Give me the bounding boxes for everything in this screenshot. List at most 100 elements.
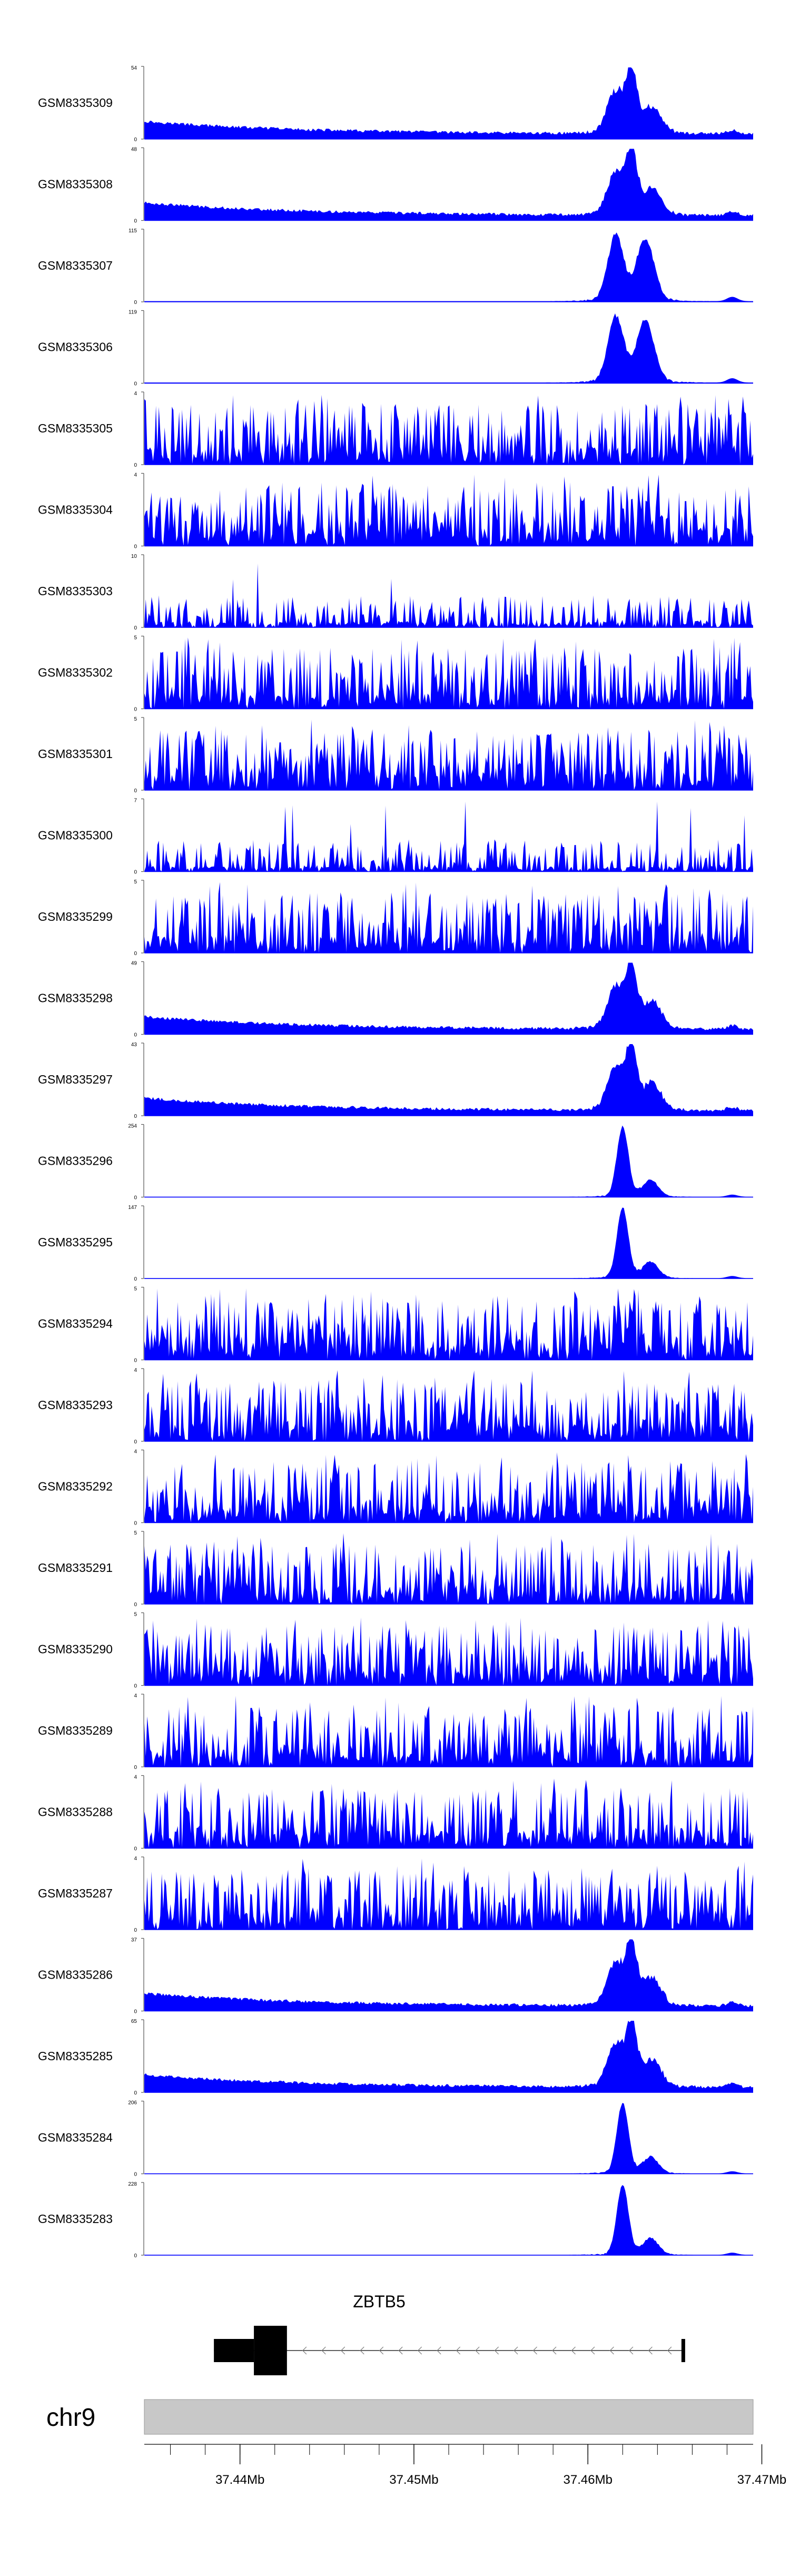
y-tick-label-max: 10 bbox=[131, 554, 137, 559]
y-tick-label-min: 0 bbox=[134, 2172, 137, 2178]
track-label: GSM8335303 bbox=[38, 584, 113, 598]
strand-arrow bbox=[667, 2346, 672, 2355]
track-label: GSM8335285 bbox=[38, 2049, 113, 2063]
track-label: GSM8335300 bbox=[38, 829, 113, 842]
y-tick-label-min: 0 bbox=[134, 2253, 137, 2259]
track-GSM8335292: GSM8335292 4 0 bbox=[38, 1449, 753, 1527]
track-label: GSM8335292 bbox=[38, 1480, 113, 1493]
track-GSM8335298: GSM8335298 49 0 bbox=[38, 961, 753, 1038]
track-GSM8335283: GSM8335283 228 0 bbox=[38, 2181, 753, 2259]
y-tick-label-max: 5 bbox=[134, 635, 137, 641]
y-tick-label-max: 4 bbox=[134, 1449, 137, 1455]
gene-utr-block bbox=[214, 2339, 254, 2362]
track-label: GSM8335284 bbox=[38, 2131, 113, 2145]
y-tick-label-min: 0 bbox=[134, 1765, 137, 1771]
y-tick-label-min: 0 bbox=[134, 870, 137, 876]
track-label: GSM8335298 bbox=[38, 991, 113, 1005]
strand-arrow bbox=[475, 2346, 480, 2355]
y-tick-label-max: 49 bbox=[131, 961, 137, 967]
signal-area bbox=[144, 563, 753, 627]
track-GSM8335297: GSM8335297 43 0 bbox=[38, 1042, 753, 1119]
strand-arrow bbox=[340, 2346, 345, 2355]
y-tick-label-min: 0 bbox=[134, 219, 137, 224]
y-tick-label-max: 7 bbox=[134, 798, 137, 804]
track-label: GSM8335309 bbox=[38, 96, 113, 110]
gene-annotation-track: ZBTB5 bbox=[214, 2292, 685, 2375]
gene-label: ZBTB5 bbox=[353, 2292, 406, 2311]
y-tick-label-max: 254 bbox=[128, 1124, 137, 1129]
y-tick-label-min: 0 bbox=[134, 1684, 137, 1689]
track-GSM8335304: GSM8335304 4 0 bbox=[38, 473, 753, 550]
track-GSM8335305: GSM8335305 4 0 bbox=[38, 391, 753, 468]
y-tick-label-max: 54 bbox=[131, 65, 137, 71]
signal-area bbox=[144, 313, 753, 384]
strand-arrow bbox=[590, 2346, 595, 2355]
y-tick-label-min: 0 bbox=[134, 1358, 137, 1364]
track-label: GSM8335306 bbox=[38, 340, 113, 354]
track-GSM8335303: GSM8335303 10 0 bbox=[38, 554, 753, 631]
y-tick-label-min: 0 bbox=[134, 788, 137, 794]
y-tick-label-max: 5 bbox=[134, 1530, 137, 1536]
signal-area bbox=[144, 1859, 753, 1930]
strand-arrow bbox=[417, 2346, 422, 2355]
chromosome-label: chr9 bbox=[46, 2404, 95, 2432]
y-tick-label-min: 0 bbox=[134, 1439, 137, 1445]
track-label: GSM8335301 bbox=[38, 747, 113, 761]
strand-arrow bbox=[321, 2346, 326, 2355]
signal-area bbox=[144, 882, 753, 953]
y-tick-label-min: 0 bbox=[134, 2009, 137, 2015]
signal-area bbox=[144, 1617, 753, 1686]
strand-arrow bbox=[494, 2346, 499, 2355]
track-GSM8335285: GSM8335285 65 0 bbox=[38, 2019, 753, 2096]
signal-area bbox=[144, 2103, 753, 2174]
chromosome-axis: chr9 37.44Mb 37.45Mb 37.46Mb 37.47Mb bbox=[46, 2399, 786, 2487]
y-tick-label-max: 4 bbox=[134, 391, 137, 397]
track-label: GSM8335291 bbox=[38, 1561, 113, 1575]
tick-label: 37.44Mb bbox=[215, 2473, 264, 2487]
y-tick-label-min: 0 bbox=[134, 951, 137, 957]
track-GSM8335295: GSM8335295 147 0 bbox=[38, 1205, 753, 1282]
strand-arrow bbox=[552, 2346, 557, 2355]
signal-area bbox=[144, 1207, 753, 1279]
y-tick-label-min: 0 bbox=[134, 1033, 137, 1038]
y-tick-label-max: 43 bbox=[131, 1042, 137, 1048]
signal-area bbox=[144, 1125, 753, 1197]
track-label: GSM8335302 bbox=[38, 666, 113, 680]
signal-area bbox=[144, 474, 753, 546]
y-tick-label-min: 0 bbox=[134, 381, 137, 387]
track-GSM8335291: GSM8335291 5 0 bbox=[38, 1530, 753, 1608]
tick-label: 37.47Mb bbox=[737, 2473, 786, 2487]
y-tick-label-max: 119 bbox=[129, 310, 137, 316]
signal-area bbox=[144, 720, 753, 790]
y-tick-label-max: 5 bbox=[134, 1612, 137, 1618]
y-tick-label-min: 0 bbox=[134, 1521, 137, 1527]
track-GSM8335294: GSM8335294 5 0 bbox=[38, 1286, 753, 1364]
signal-area bbox=[144, 2021, 753, 2092]
y-tick-label-min: 0 bbox=[134, 1928, 137, 1933]
signal-area bbox=[144, 1044, 753, 1116]
y-tick-label-max: 4 bbox=[134, 1856, 137, 1862]
signal-area bbox=[144, 1452, 753, 1523]
signal-area bbox=[144, 1288, 753, 1360]
signal-area bbox=[144, 637, 753, 709]
signal-area bbox=[144, 1778, 753, 1849]
track-label: GSM8335289 bbox=[38, 1724, 113, 1737]
y-tick-label-max: 65 bbox=[131, 2019, 137, 2024]
strand-arrow bbox=[302, 2346, 307, 2355]
track-GSM8335306: GSM8335306 119 0 bbox=[38, 310, 753, 387]
y-tick-label-max: 206 bbox=[128, 2100, 137, 2106]
track-label: GSM8335293 bbox=[38, 1398, 113, 1412]
y-tick-label-max: 115 bbox=[129, 228, 137, 234]
y-tick-label-max: 5 bbox=[134, 879, 137, 885]
y-tick-label-min: 0 bbox=[134, 300, 137, 306]
track-GSM8335286: GSM8335286 37 0 bbox=[38, 1938, 753, 2015]
track-GSM8335302: GSM8335302 5 0 bbox=[38, 635, 753, 713]
track-GSM8335290: GSM8335290 5 0 bbox=[38, 1612, 753, 1689]
strand-arrow bbox=[437, 2346, 441, 2355]
track-GSM8335308: GSM8335308 48 0 bbox=[38, 147, 753, 224]
y-tick-label-max: 48 bbox=[131, 147, 137, 153]
track-label: GSM8335290 bbox=[38, 1643, 113, 1656]
strand-arrow bbox=[456, 2346, 461, 2355]
y-tick-label-min: 0 bbox=[134, 137, 137, 143]
